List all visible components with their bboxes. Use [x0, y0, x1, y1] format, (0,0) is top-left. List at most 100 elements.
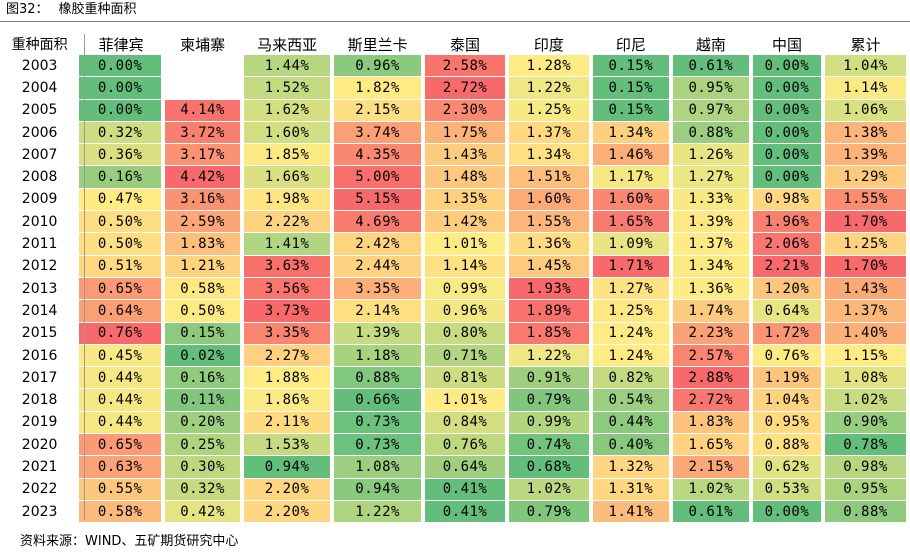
heat-cell: 1.37% — [506, 121, 593, 145]
heat-cell: 1.34% — [506, 143, 593, 167]
heat-cell: 1.01% — [423, 388, 509, 412]
heat-cell: 0.41% — [423, 500, 509, 524]
heat-cell: 1.41% — [242, 232, 335, 256]
table-row: 2014 0.64% 0.50% 3.73% 2.14% 0.96% 1.89% 1.25% 1… — [0, 299, 910, 323]
heat-cell: 0.76% — [79, 322, 166, 345]
heat-cell: 0.73% — [332, 433, 426, 457]
heat-cell: 0.00% — [750, 99, 826, 122]
heat-cell: 0.82% — [590, 366, 673, 390]
heat-cell: 0.98% — [823, 455, 910, 479]
heat-cell: 0.88% — [750, 433, 826, 457]
heat-cell — [163, 55, 245, 78]
table-row: 2004 0.00% 1.52% 1.82% 2.72% 1.22% 0.15% 0.95% 0… — [0, 76, 910, 100]
year-label: 2006 — [0, 121, 80, 145]
heat-cell: 0.94% — [242, 455, 335, 479]
heat-cell: 0.73% — [332, 411, 426, 435]
year-label: 2007 — [0, 143, 80, 167]
table-row: 2019 0.44% 0.20% 2.11% 0.73% 0.84% 0.99% 0.44% 1… — [0, 411, 910, 435]
figure-title: 图32： 橡胶重种面积 — [6, 1, 137, 19]
heat-cell: 1.75% — [423, 121, 509, 145]
heat-cell: 1.85% — [506, 322, 593, 345]
heat-cell: 3.63% — [242, 255, 335, 278]
heat-cell: 0.95% — [670, 76, 753, 100]
heat-cell: 0.79% — [506, 388, 593, 412]
heat-cell: 0.94% — [332, 478, 426, 501]
header-row: 重种面积 菲律宾 柬埔寨 马来西亚 斯里兰卡 泰国 印度 印尼 越南 中国 累计 — [0, 33, 908, 55]
year-label: 2010 — [0, 210, 80, 234]
heat-cell: 1.72% — [750, 322, 826, 345]
heat-cell: 1.45% — [506, 255, 593, 278]
heat-cell: 0.64% — [423, 455, 509, 479]
figure-number: 图32： — [6, 2, 49, 17]
heat-cell: 0.00% — [79, 99, 166, 122]
heat-cell: 2.59% — [163, 210, 245, 234]
heat-cell: 0.91% — [506, 366, 593, 390]
heat-cell: 0.80% — [423, 322, 509, 345]
heat-cell: 2.20% — [242, 478, 335, 501]
heat-cell: 1.39% — [332, 322, 426, 345]
heat-cell: 0.62% — [750, 455, 826, 479]
heat-cell: 0.00% — [750, 76, 826, 100]
heat-cell: 2.15% — [332, 99, 426, 122]
heat-cell: 0.81% — [423, 366, 509, 390]
heat-cell: 1.24% — [590, 322, 673, 345]
heat-cell: 1.60% — [590, 188, 673, 212]
heat-cell: 0.16% — [79, 165, 166, 189]
heat-cell: 1.37% — [823, 299, 910, 323]
heat-cell: 1.28% — [506, 55, 593, 78]
heat-cell: 1.29% — [823, 165, 910, 189]
heat-cell: 1.85% — [242, 143, 335, 167]
table-row: 2003 0.00% 1.44% 0.96% 2.58% 1.28% 0.15% 0.61% 0… — [0, 55, 910, 78]
heat-cell: 1.08% — [823, 366, 910, 390]
heat-cell: 4.35% — [332, 143, 426, 167]
heat-cell: 1.88% — [242, 366, 335, 390]
heat-cell: 1.02% — [670, 478, 753, 501]
heat-cell: 1.09% — [590, 232, 673, 256]
heat-cell: 0.15% — [590, 76, 673, 100]
heat-cell: 0.64% — [79, 299, 166, 323]
column-header: 累计 — [850, 35, 881, 54]
heat-cell: 3.56% — [242, 277, 335, 301]
heat-cell: 0.44% — [79, 366, 166, 390]
heat-cell: 0.95% — [750, 411, 826, 435]
heat-cell: 0.44% — [79, 388, 166, 412]
heat-cell: 0.32% — [163, 478, 245, 501]
heat-cell: 1.25% — [506, 99, 593, 122]
heat-cell: 1.52% — [242, 76, 335, 100]
heat-cell: 1.55% — [823, 188, 910, 212]
heat-cell: 3.35% — [242, 322, 335, 345]
heat-cell: 1.40% — [823, 322, 910, 345]
heat-cell: 1.02% — [823, 388, 910, 412]
heat-cell: 1.34% — [670, 255, 753, 278]
heat-cell: 1.37% — [670, 232, 753, 256]
heat-cell: 0.30% — [163, 455, 245, 479]
column-header: 马来西亚 — [257, 35, 318, 54]
year-label: 2018 — [0, 388, 80, 412]
heat-cell: 1.44% — [242, 55, 335, 78]
year-label: 2008 — [0, 165, 80, 189]
heat-cell: 0.00% — [750, 165, 826, 189]
table-body: 2003 0.00% 1.44% 0.96% 2.58% 1.28% 0.15% 0.61% 0… — [0, 55, 910, 524]
heat-cell: 0.88% — [332, 366, 426, 390]
title-divider — [0, 21, 910, 22]
heat-cell: 1.18% — [332, 344, 426, 368]
heat-cell: 0.88% — [823, 500, 910, 524]
heat-cell: 0.50% — [79, 210, 166, 234]
year-label: 2023 — [0, 500, 80, 524]
heat-cell: 1.36% — [670, 277, 753, 301]
heat-cell: 2.72% — [423, 76, 509, 100]
heat-cell: 0.99% — [423, 277, 509, 301]
heat-cell: 1.96% — [750, 210, 826, 234]
heat-cell: 1.66% — [242, 165, 335, 189]
column-header: 印度 — [533, 35, 564, 54]
heat-cell: 4.69% — [332, 210, 426, 234]
heat-cell: 1.60% — [506, 188, 593, 212]
heat-cell: 1.15% — [823, 344, 910, 368]
corner-label: 重种面积 — [11, 37, 68, 53]
heat-cell: 1.41% — [590, 500, 673, 524]
heat-cell: 1.55% — [506, 210, 593, 234]
heat-cell: 0.00% — [750, 55, 826, 78]
heat-cell: 0.66% — [332, 388, 426, 412]
heat-cell: 1.42% — [423, 210, 509, 234]
table-row: 2022 0.55% 0.32% 2.20% 0.94% 0.41% 1.02% 1.31% 1… — [0, 478, 910, 501]
